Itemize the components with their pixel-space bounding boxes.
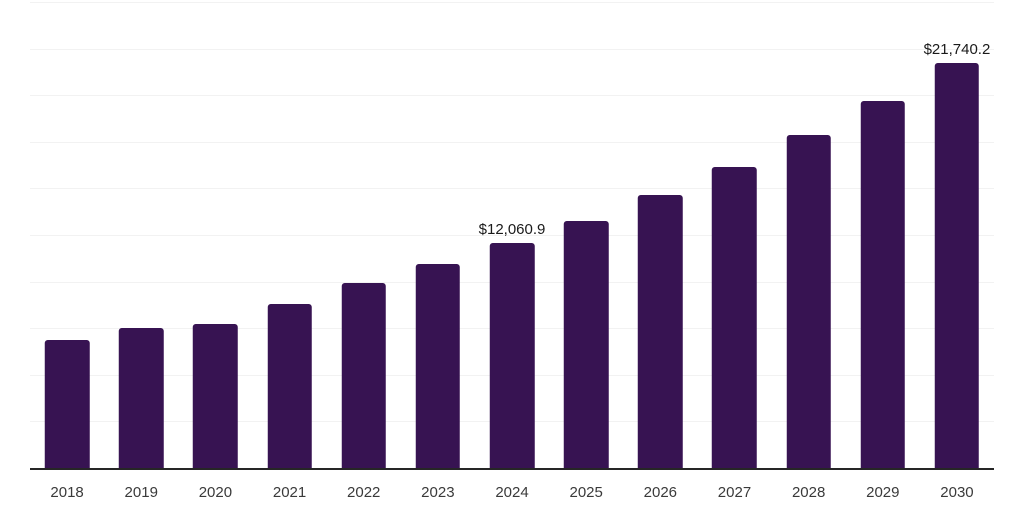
x-tick-2021: 2021 [272, 484, 307, 501]
bar-slot-2019 [104, 2, 178, 468]
x-tick-2023: 2023 [421, 484, 455, 501]
x-tick-2019: 2019 [124, 484, 158, 501]
gridline [30, 235, 994, 236]
x-tick-2024: 2024 [495, 484, 529, 501]
bar-slot-2020 [178, 2, 252, 468]
gridline [30, 48, 994, 50]
bar-slot-2025 [549, 2, 623, 468]
x-axis-labels: 2018 2019 2020 2021 2022 2023 2024 2025 2026 2027… [30, 470, 994, 512]
gridline [30, 95, 994, 97]
bar-2027[interactable] [712, 167, 757, 468]
bar-2022[interactable] [341, 283, 386, 468]
x-tick-2030: 2030 [940, 484, 974, 501]
bar-2024[interactable] [489, 243, 535, 468]
bar-slot-2022 [327, 2, 401, 468]
bar-2019[interactable] [118, 327, 164, 468]
x-tick-2018: 2018 [50, 484, 84, 501]
bar-2028[interactable] [786, 135, 831, 468]
plot-area: $12,060.9 $21,740.2 [30, 2, 994, 470]
bar-slot-2030: $21,740.2 [920, 2, 994, 468]
bar-slot-2024: $12,060.9 [475, 2, 549, 468]
bar-2020[interactable] [193, 324, 238, 468]
value-label-2030: $21,740.2 [923, 40, 991, 58]
x-tick-2027: 2027 [717, 484, 752, 501]
x-tick-2026: 2026 [643, 484, 678, 501]
bar-2030[interactable] [934, 62, 980, 468]
bar-2023[interactable] [415, 264, 461, 468]
x-tick-2028: 2028 [791, 484, 826, 501]
gridline [30, 2, 994, 3]
bar-2026[interactable] [638, 194, 683, 468]
bar-slot-2026 [623, 2, 697, 468]
x-tick-2020: 2020 [198, 484, 233, 501]
x-tick-2029: 2029 [866, 484, 900, 501]
bar-2018[interactable] [44, 340, 90, 468]
bar-slot-2018 [30, 2, 104, 468]
x-tick-2025: 2025 [569, 484, 603, 501]
bar-2025[interactable] [563, 220, 609, 468]
gridline [30, 188, 994, 190]
gridline [30, 141, 994, 143]
x-tick-2022: 2022 [347, 484, 381, 501]
bar-2029[interactable] [860, 100, 906, 468]
value-label-2024: $12,060.9 [478, 221, 546, 239]
bar-slot-2029 [846, 2, 920, 468]
bars: $12,060.9 $21,740.2 [30, 2, 994, 468]
bar-slot-2028 [772, 2, 846, 468]
bar-slot-2027 [697, 2, 771, 468]
bar-2021[interactable] [267, 304, 312, 468]
bar-slot-2021 [252, 2, 326, 468]
bar-slot-2023 [401, 2, 475, 468]
